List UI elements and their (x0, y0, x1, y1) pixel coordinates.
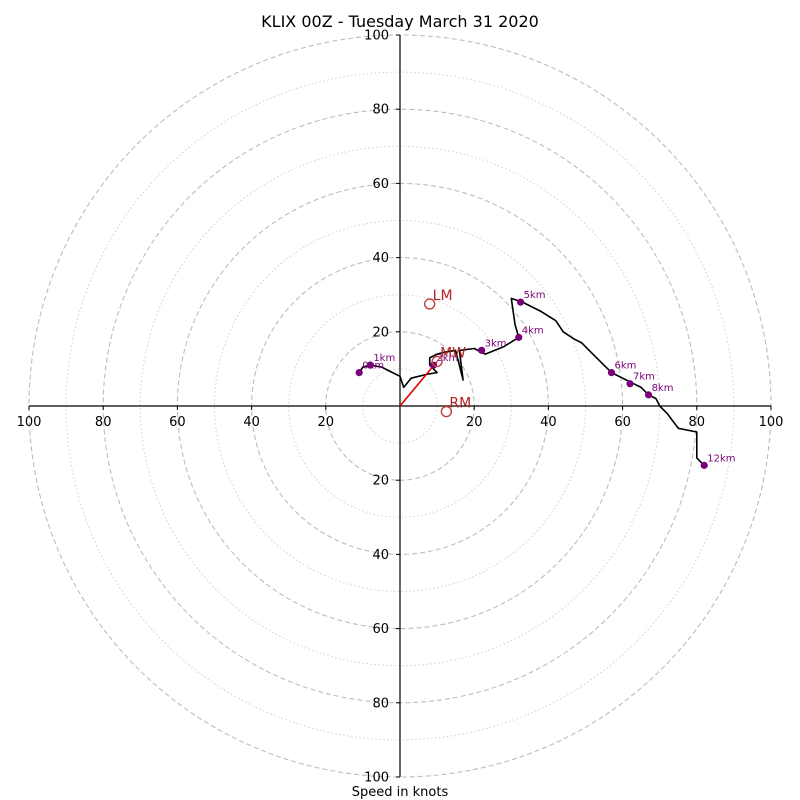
y-tick-label: 40 (372, 251, 389, 266)
height-marker-6km (607, 369, 616, 377)
x-tick-label: 80 (95, 415, 112, 430)
height-label-3km: 3km (485, 338, 507, 349)
height-markers: 0km1km2km3km4km5km6km7km8km12km (355, 290, 735, 469)
y-tick-label: 60 (372, 622, 389, 637)
height-label-6km: 6km (614, 361, 636, 372)
height-marker-5km (516, 298, 525, 306)
lm-label: LM (433, 288, 453, 304)
y-tick-label: 40 (372, 548, 389, 563)
rm-label: RM (449, 396, 471, 412)
x-tick-label: 40 (540, 415, 557, 430)
x-tick-label: 40 (243, 415, 260, 430)
chart-title: KLIX 00Z - Tuesday March 31 2020 (261, 12, 539, 31)
height-label-12km: 12km (707, 453, 735, 464)
x-tick-label: 80 (689, 415, 706, 430)
y-tick-label: 80 (372, 696, 389, 711)
mw-marker (431, 355, 443, 368)
height-marker-4km (515, 333, 523, 341)
height-label-7km: 7km (633, 372, 655, 383)
height-label-4km: 4km (522, 325, 544, 336)
height-label-8km: 8km (652, 383, 674, 394)
x-tick-label: 100 (759, 415, 784, 430)
mean-wind-vector (399, 360, 438, 407)
storm-motion-markers: LM MW RM (423, 288, 471, 418)
y-tick-label: 80 (372, 103, 389, 118)
height-label-1km: 1km (373, 353, 395, 364)
height-marker-1km (366, 361, 374, 369)
x-axis-label: Speed in knots (352, 785, 449, 800)
x-tick-label: 20 (466, 415, 483, 430)
height-marker-7km (626, 380, 634, 388)
x-tick-label: 60 (169, 415, 186, 430)
height-marker-12km (700, 461, 708, 469)
x-tick-label: 100 (17, 415, 42, 430)
mean-wind-vector-layer (399, 360, 438, 407)
y-tick-label: 20 (372, 474, 389, 489)
lm-marker (423, 298, 436, 310)
height-marker-3km (478, 346, 486, 354)
height-marker-8km (644, 391, 653, 399)
height-label-5km: 5km (524, 290, 546, 301)
y-tick-label: 100 (364, 29, 389, 44)
height-label-2km: 2km (436, 353, 458, 364)
height-marker-0km (355, 369, 363, 377)
y-tick-label: 20 (372, 325, 389, 340)
x-axis-ticks: 100 80 60 40 20 20 40 60 80 100 (17, 406, 784, 430)
mw-label: MW (440, 345, 466, 361)
y-tick-label: 100 (364, 771, 389, 786)
x-tick-label: 60 (614, 415, 631, 430)
y-tick-label: 60 (372, 177, 389, 192)
rm-marker (440, 405, 453, 418)
y-axis-ticks: 100 80 60 40 20 20 40 60 80 100 (364, 29, 400, 786)
x-tick-label: 20 (318, 415, 335, 430)
